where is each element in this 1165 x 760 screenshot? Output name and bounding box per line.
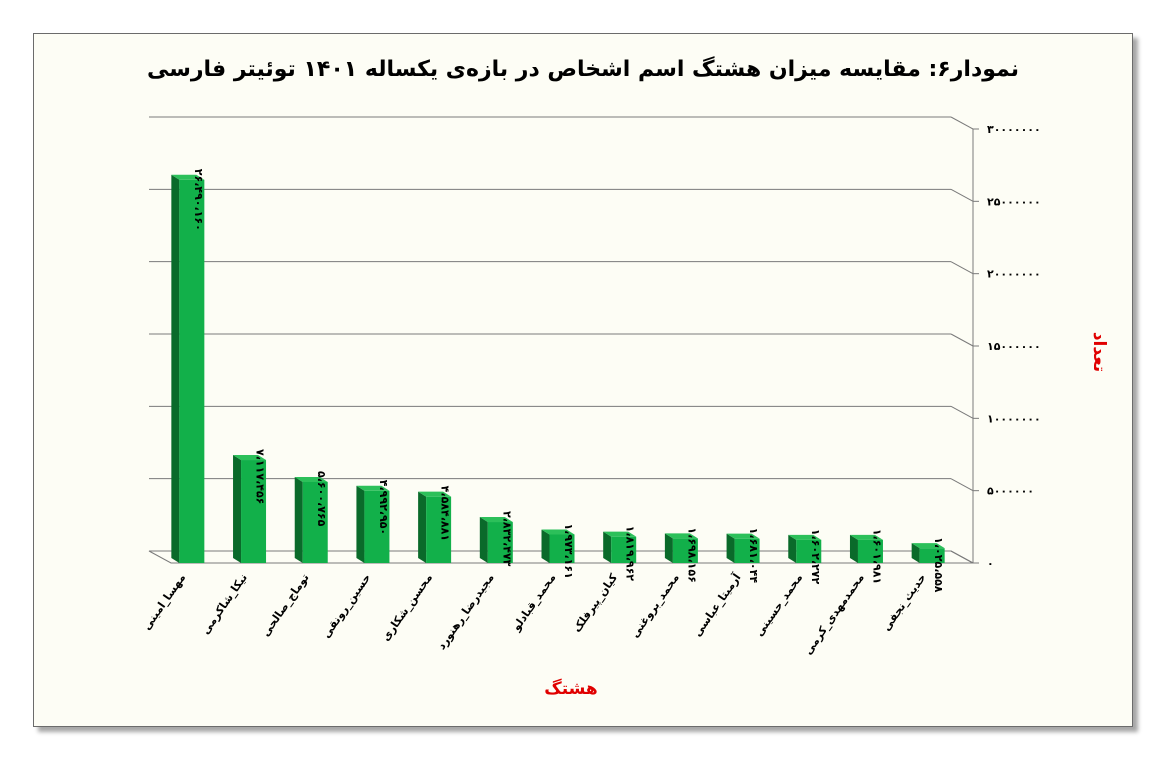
bar-chart: نمودار۶: مقایسه میزان هشتگ اسم اشخاص در …: [140, 55, 1109, 699]
bar: [734, 538, 760, 563]
x-tick-label: حسین_رونقی: [320, 571, 374, 640]
data-label: ۲،۸۳۲،۴۷۳: [500, 511, 513, 567]
bar-side: [171, 174, 180, 563]
x-tick-label: محمد_بروغنی: [628, 571, 682, 640]
data-label: ۱،۶۹۸،۱۵۶: [685, 527, 698, 582]
data-label: ۷،۱۱۷،۴۵۶: [254, 449, 267, 504]
bar: [857, 539, 883, 563]
bar-top: [294, 476, 328, 482]
bar-side: [788, 534, 797, 563]
bar: [549, 534, 575, 563]
bar-top: [849, 534, 883, 540]
y-tick-label: ۵۰۰۰۰۰۰: [987, 485, 1034, 498]
gridline-depth: [950, 405, 974, 419]
bar-side: [911, 543, 920, 563]
bar: [919, 548, 945, 563]
bar: [487, 522, 513, 563]
bar-side: [294, 476, 303, 563]
bar-top: [541, 529, 575, 535]
bar: [611, 536, 637, 563]
bar-top: [726, 533, 760, 539]
bar: [302, 481, 328, 563]
data-label: ۱،۶۰۱،۹۸۱: [870, 529, 883, 584]
bar: [672, 538, 698, 563]
y-axis-title: تعداد: [1089, 332, 1109, 372]
y-tick-label: ۳۰۰۰۰۰۰۰: [987, 123, 1041, 136]
data-label: ۵،۶۰۰،۷۶۵: [315, 471, 328, 527]
bar: [179, 179, 205, 563]
gridlines: [148, 116, 974, 564]
data-label: ۴،۵۸۴،۸۸۱: [439, 486, 452, 541]
x-tick-label: توماج_صالحی: [259, 571, 313, 639]
bar-side: [849, 534, 858, 563]
bar: [241, 460, 267, 563]
bar: [426, 496, 452, 563]
x-tick-label: کیان_پیرفلک: [570, 571, 620, 635]
data-label: ۴،۹۹۲،۹۵۰: [377, 480, 390, 535]
bars: [171, 174, 945, 563]
bar-top: [911, 543, 945, 549]
bar-side: [479, 517, 488, 563]
y-tick-label: ۱۵۰۰۰۰۰۰: [987, 340, 1041, 353]
bar-side: [603, 531, 612, 563]
chart-title: نمودار۶: مقایسه میزان هشتگ اسم اشخاص در …: [147, 55, 1019, 82]
data-label: ۱،۶۸۱،۰۴۴: [747, 528, 760, 584]
bar-side: [356, 485, 365, 563]
data-label: ۱،۸۱۹،۹۶۲: [624, 526, 637, 582]
gridline-depth: [950, 333, 974, 347]
gridline-depth: [950, 550, 974, 564]
y-axis-ticks: ۰ ۵۰۰۰۰۰۰ ۱۰۰۰۰۰۰۰ ۱۵۰۰۰۰۰۰ ۲۰۰۰۰۰۰۰ ۲۵۰۰۰۰۰۰…: [973, 123, 1041, 570]
gridline-depth: [950, 478, 974, 492]
data-labels: ۲۶،۴۹۰،۱۶۰ ۷،۱۱۷،۴۵۶ ۵،۶۰۰،۷۶۵ ۴،۹۹۲،۹۵۰ ۴،۵…: [192, 169, 945, 593]
chart-frame: نمودار۶: مقایسه میزان هشتگ اسم اشخاص در …: [33, 33, 1133, 727]
x-tick-label: حدیث_نجفی: [880, 571, 929, 633]
y-tick-label: ۲۵۰۰۰۰۰۰: [987, 195, 1041, 208]
bar-top: [418, 491, 452, 497]
bar-top: [788, 534, 822, 540]
bar-side: [233, 455, 242, 563]
x-tick-label: مجیدرضا_رهنورد: [435, 571, 497, 652]
x-tick-label: محمد_قبادلو: [509, 571, 558, 634]
bar-top: [603, 531, 637, 537]
x-tick-label: محسن_شکاری: [379, 571, 435, 643]
y-tick-label: ۱۰۰۰۰۰۰۰: [987, 412, 1041, 425]
data-label: ۱،۶۰۲،۲۷۲: [809, 529, 822, 585]
x-axis-title: هشتگ: [544, 678, 597, 699]
data-label: ۱،۹۷۳،۱۶۱: [562, 523, 575, 578]
gridline-depth: [950, 261, 974, 275]
bar: [364, 490, 390, 563]
gridline-depth: [950, 188, 974, 202]
x-tick-label: نیکا_شاکرمی: [199, 571, 250, 636]
y-tick-label: ۲۰۰۰۰۰۰۰: [987, 268, 1041, 281]
data-label: ۲۶،۴۹۰،۱۶۰: [192, 169, 205, 231]
y-tick-label: ۰: [987, 557, 994, 570]
bar-top: [233, 455, 267, 461]
gridline-depth: [950, 116, 974, 130]
bar-side: [418, 491, 427, 563]
bar-top: [356, 485, 390, 491]
bar-top: [664, 533, 698, 539]
data-label: ۱،۰۲۵،۵۵۸: [932, 537, 945, 593]
x-tick-label: مهسا_امینی: [140, 571, 188, 632]
bar-top: [171, 174, 205, 180]
bar-side: [541, 529, 550, 563]
bar: [796, 539, 822, 563]
bar-top: [479, 517, 513, 523]
bar-side: [726, 533, 735, 563]
bar-side: [664, 533, 673, 563]
